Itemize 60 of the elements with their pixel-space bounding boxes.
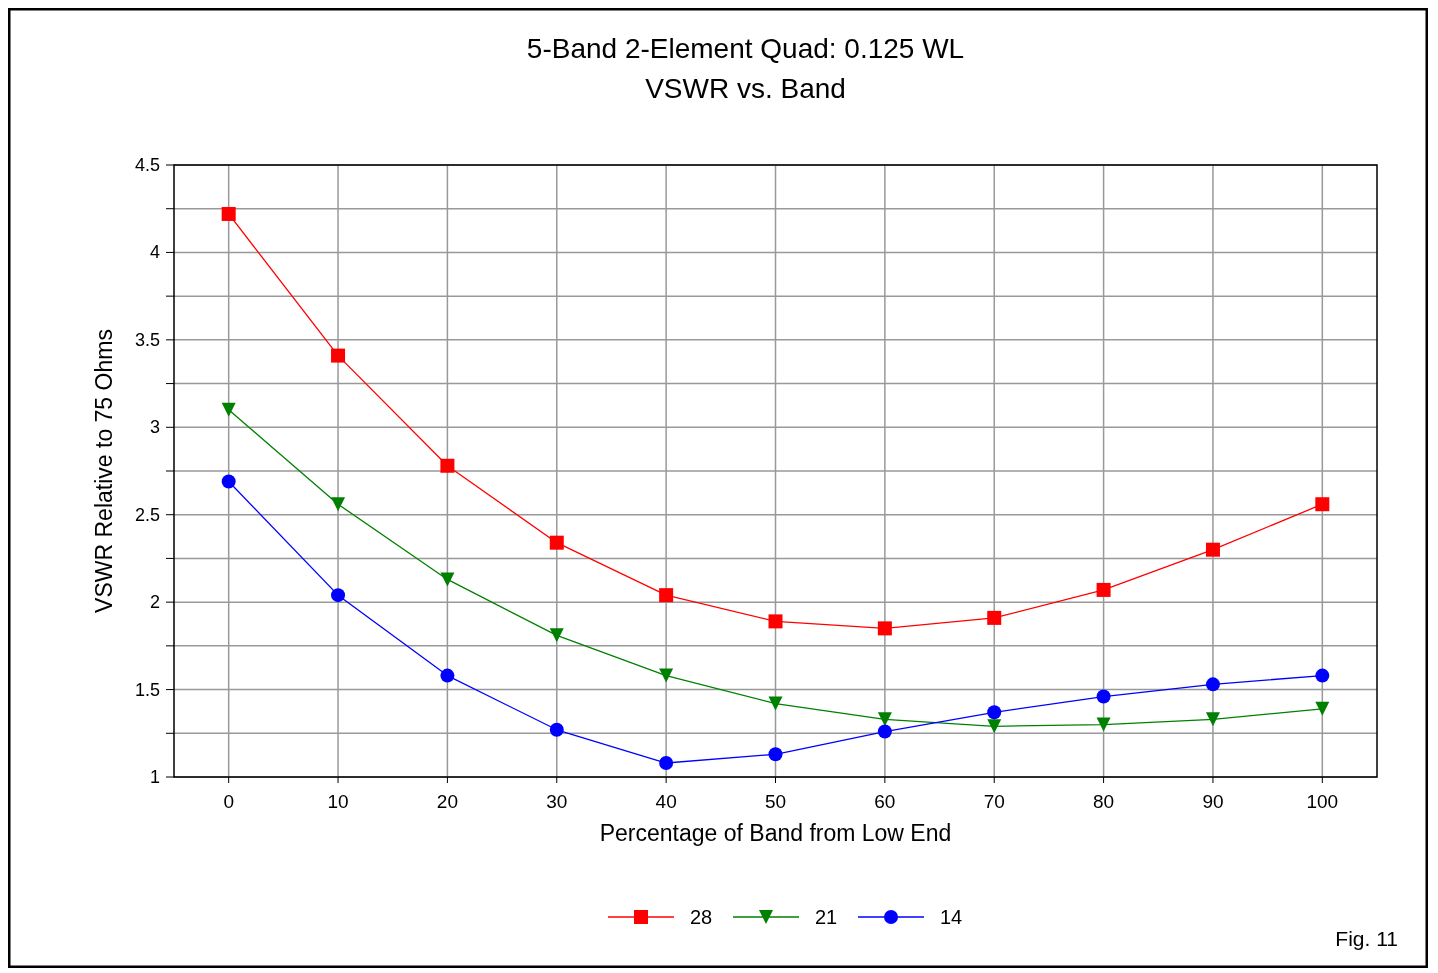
x-tick-label: 90 [1202,791,1224,812]
point [659,588,674,603]
point [877,712,892,727]
point [549,628,564,643]
point [659,668,674,683]
point [877,724,892,739]
point [331,348,346,363]
point [331,588,346,603]
legend-label: 28 [690,906,713,928]
y-tick-label: 4 [149,242,160,263]
legend-label: 14 [940,906,963,928]
x-axis-title: Percentage of Band from Low End [599,820,952,846]
x-tick-label: 0 [223,791,234,812]
point [1315,668,1330,683]
point [221,206,236,221]
chart-subtitle: VSWR vs. Band [645,73,846,104]
x-tick-label: 70 [983,791,1005,812]
x-tick-label: 20 [436,791,458,812]
point [1205,677,1220,692]
point [1205,712,1220,727]
x-tick-label: 10 [327,791,349,812]
point [221,402,236,417]
point [1096,689,1111,704]
point [1096,717,1111,732]
point [987,705,1002,720]
point [1315,701,1330,716]
point [440,458,455,473]
point [1315,497,1330,512]
chart-title: 5-Band 2-Element Quad: 0.125 WL [526,33,965,64]
x-tick-label: 50 [764,791,787,812]
point [768,747,783,762]
y-tick-label: 2 [149,592,160,613]
y-tick-label: 4.5 [134,155,160,175]
x-tick-label: 100 [1306,791,1339,812]
point [440,572,455,587]
y-tick-label: 1.5 [134,679,160,700]
point [1096,582,1111,597]
point [1205,542,1220,557]
legend-label: 21 [815,906,838,928]
x-tick-label: 40 [655,791,677,812]
point [987,719,1002,734]
point [987,610,1002,625]
y-tick-label: 3.5 [134,329,160,350]
x-tick-label: 30 [546,791,568,812]
x-tick-label: 60 [874,791,896,812]
point [221,474,236,489]
x-tick-label: 80 [1093,791,1115,812]
point [440,668,455,683]
point [549,535,564,550]
point [549,722,564,737]
y-tick-label: 2.5 [134,504,160,525]
y-tick-label: 1 [149,767,160,787]
caption: Fig. 11 [1335,927,1398,950]
point [768,696,783,711]
y-axis-title: VSWR Relative to 75 Ohms [91,329,117,613]
point [877,621,892,636]
y-tick-label: 3 [149,417,160,438]
point [659,756,674,771]
point [331,497,346,512]
point [768,614,783,629]
